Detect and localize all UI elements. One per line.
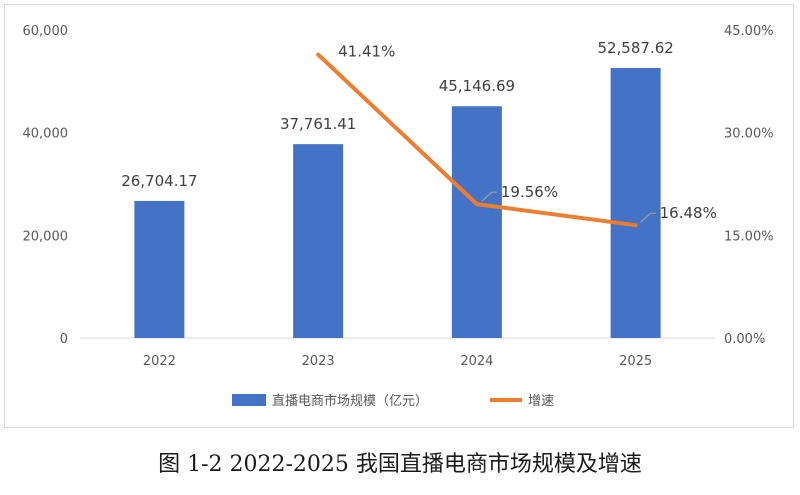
- label-leader-line: [640, 212, 656, 223]
- y-right-tick-label: 45.00%: [724, 24, 774, 39]
- x-tick-label: 2023: [302, 354, 335, 369]
- y-left-tick-label: 40,000: [23, 127, 69, 142]
- x-tick-label: 2022: [143, 354, 176, 369]
- line-data-label: 41.41%: [338, 43, 395, 61]
- bar: [610, 68, 661, 338]
- y-left-tick-label: 60,000: [23, 24, 69, 39]
- bar-data-label: 45,146.69: [439, 77, 515, 95]
- y-right-tick-label: 15.00%: [724, 229, 774, 244]
- y-left-tick-label: 0: [60, 332, 68, 347]
- combo-chart: 0 20,000 40,000 60,000 0.00% 15.00% 30.00% 45.0…: [23, 24, 774, 409]
- bar: [134, 200, 185, 338]
- line-data-label: 16.48%: [660, 204, 717, 222]
- label-leader-line: [481, 191, 497, 202]
- legend-swatch-bar: [232, 394, 266, 406]
- bar-data-label: 52,587.62: [597, 39, 673, 57]
- bar: [451, 106, 502, 338]
- figure-caption: 图 1-2 2022-2025 我国直播电商市场规模及增速: [158, 452, 642, 477]
- bar: [293, 144, 344, 338]
- legend-label-line: 增速: [528, 394, 554, 409]
- x-tick-label: 2024: [460, 354, 493, 369]
- bar-data-label: 26,704.17: [121, 172, 197, 190]
- growth-line: [316, 52, 638, 228]
- y-right-tick-label: 30.00%: [724, 127, 774, 142]
- line-data-label: 19.56%: [501, 183, 558, 201]
- bar-data-label: 37,761.41: [280, 115, 356, 133]
- x-tick-label: 2025: [619, 354, 652, 369]
- legend-label-bar: 直播电商市场规模（亿元）: [272, 393, 428, 409]
- y-right-tick-label: 0.00%: [724, 332, 765, 347]
- y-left-tick-label: 20,000: [23, 229, 69, 244]
